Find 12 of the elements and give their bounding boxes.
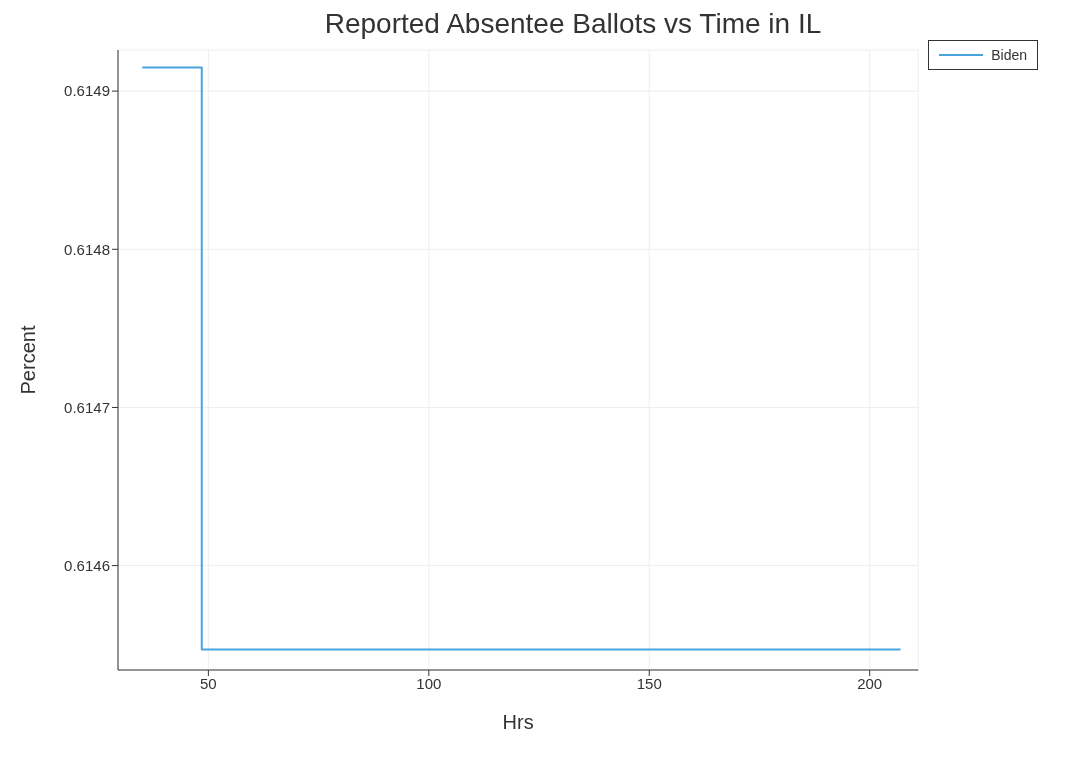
y-tick-label: 0.6146: [64, 556, 110, 574]
legend-label: Biden: [991, 47, 1027, 63]
x-tick-label: 200: [857, 674, 883, 692]
y-tick-label: 0.6149: [64, 82, 110, 100]
x-tick-label: 150: [636, 674, 662, 692]
x-tick-label: 50: [200, 674, 217, 692]
x-axis-title: Hrs: [502, 711, 534, 734]
y-tick-label: 0.6147: [64, 398, 110, 416]
x-tick-label: 100: [416, 674, 442, 692]
y-tick-label: 0.6148: [64, 240, 110, 258]
y-axis-title: Percent: [17, 325, 40, 395]
chart-title: Reported Absentee Ballots vs Time in IL: [323, 8, 823, 40]
